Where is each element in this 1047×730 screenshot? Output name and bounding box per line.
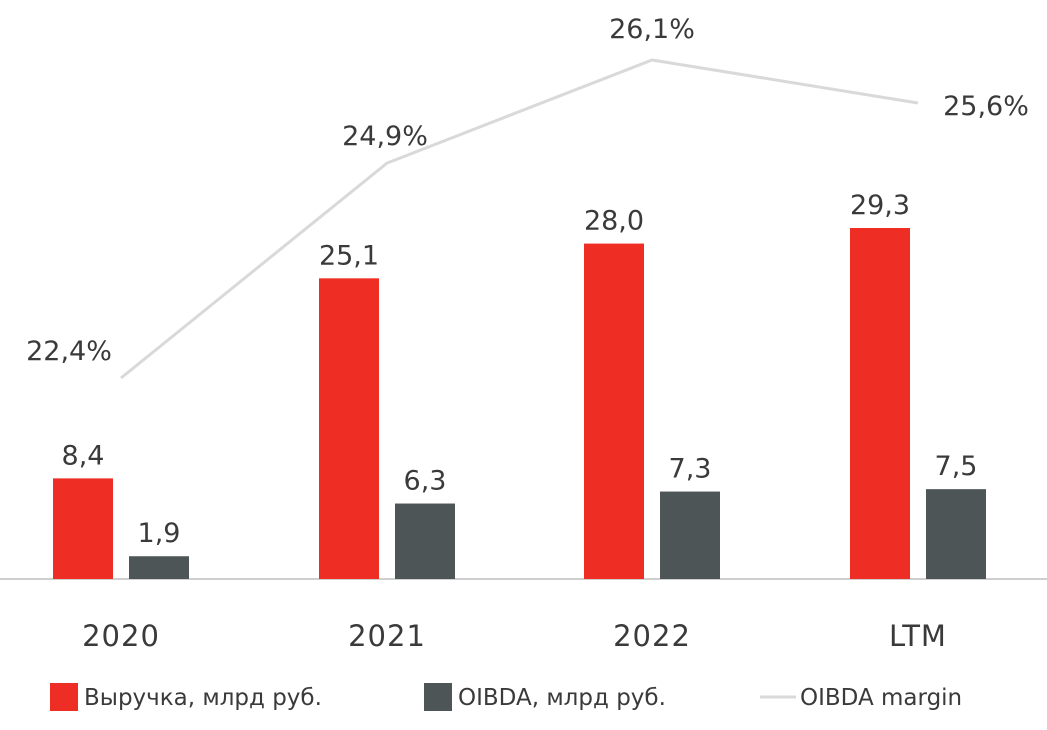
bars-layer xyxy=(53,228,986,580)
oibda-margin-line xyxy=(120,58,919,380)
margin-label-2022: 26,1% xyxy=(609,14,695,45)
oibda-label-2021: 6,3 xyxy=(404,466,447,497)
legend-label-margin: OIBDA margin xyxy=(800,685,962,711)
x-tick-2021: 2021 xyxy=(348,619,426,653)
x-tick-ltm: LTM xyxy=(889,619,947,653)
legend-swatch-revenue xyxy=(50,683,78,711)
x-tick-labels: 2020 2021 2022 LTM xyxy=(82,619,947,653)
x-tick-2022: 2022 xyxy=(613,619,691,653)
revenue-label-2020: 8,4 xyxy=(62,440,105,471)
margin-label-2020: 22,4% xyxy=(26,336,112,367)
oibda-bar-2021 xyxy=(395,503,455,579)
oibda-bar-2020 xyxy=(129,556,189,579)
revenue-bar-ltm xyxy=(850,228,910,579)
line-layer xyxy=(120,58,919,380)
oibda-bar-ltm xyxy=(926,489,986,579)
legend-label-oibda: OIBDA, млрд руб. xyxy=(458,685,666,711)
legend-label-revenue: Выручка, млрд руб. xyxy=(84,685,322,711)
legend-swatch-oibda xyxy=(424,683,452,711)
revenue-bar-2020 xyxy=(53,478,113,579)
margin-label-ltm: 25,6% xyxy=(943,91,1029,122)
revenue-label-2022: 28,0 xyxy=(584,206,644,237)
revenue-bar-2022 xyxy=(584,243,644,580)
oibda-label-2020: 1,9 xyxy=(138,518,181,549)
revenue-label-2021: 25,1 xyxy=(319,240,379,271)
oibda-label-ltm: 7,5 xyxy=(935,451,978,482)
oibda-label-2022: 7,3 xyxy=(669,454,712,485)
revenue-label-ltm: 29,3 xyxy=(850,190,910,221)
labels-layer: 8,4 25,1 28,0 29,3 1,9 6,3 7,3 7,5 22,4% 24,9% 26,… xyxy=(26,14,1029,549)
revenue-bar-2021 xyxy=(319,278,379,579)
x-tick-2020: 2020 xyxy=(82,619,160,653)
oibda-bar-2022 xyxy=(660,491,720,579)
margin-label-2021: 24,9% xyxy=(342,121,428,152)
legend: Выручка, млрд руб. OIBDA, млрд руб. OIBDA … xyxy=(50,683,962,711)
